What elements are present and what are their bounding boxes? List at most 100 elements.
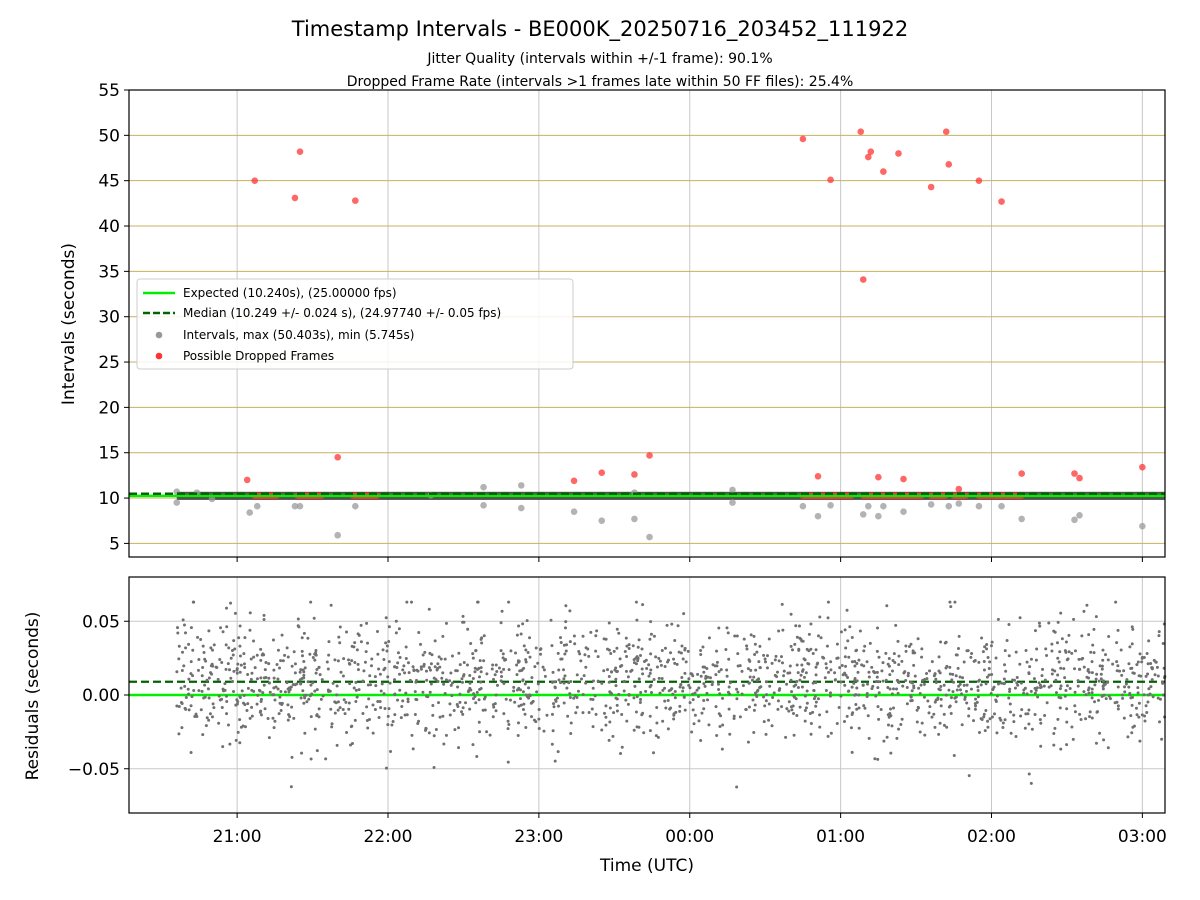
- residual-point: [258, 710, 262, 714]
- residual-point: [522, 702, 526, 706]
- residual-point: [919, 683, 923, 687]
- residual-point: [552, 705, 556, 709]
- residual-point: [393, 713, 397, 717]
- residual-point: [191, 674, 195, 678]
- residual-point: [1124, 682, 1128, 686]
- dropped-frame-point: [945, 161, 953, 168]
- residual-point: [272, 726, 276, 730]
- interval-point: [1018, 515, 1025, 523]
- residual-point: [419, 665, 423, 669]
- dropped-frame-point: [251, 177, 259, 184]
- residual-point: [371, 731, 375, 735]
- residual-point: [656, 735, 660, 739]
- residual-point: [835, 642, 839, 646]
- residual-point: [235, 667, 239, 671]
- residual-point: [622, 679, 626, 683]
- residual-point: [369, 683, 373, 687]
- residual-point: [427, 666, 431, 670]
- residual-point: [1005, 638, 1009, 642]
- residual-point: [1062, 667, 1066, 671]
- residual-point: [1039, 744, 1043, 748]
- residual-point: [767, 702, 771, 706]
- residual-point: [843, 655, 847, 659]
- residual-point: [920, 721, 924, 725]
- residual-point: [638, 654, 642, 658]
- residual-point: [862, 664, 866, 668]
- residual-point: [980, 718, 984, 722]
- residual-point: [191, 600, 195, 604]
- residual-point: [716, 682, 720, 686]
- residual-point: [713, 664, 717, 668]
- residual-point: [654, 655, 658, 659]
- residual-point: [582, 674, 586, 678]
- interval-point: [900, 508, 907, 515]
- residual-point: [855, 679, 859, 683]
- residual-point: [1152, 658, 1156, 662]
- residual-point: [564, 604, 568, 608]
- residual-point: [680, 644, 684, 648]
- residual-point: [1097, 679, 1101, 683]
- residual-point: [1157, 634, 1161, 638]
- residual-point: [953, 696, 957, 700]
- residual-point: [683, 646, 687, 650]
- residual-point: [875, 649, 879, 653]
- residual-point: [581, 693, 585, 697]
- residual-point: [400, 705, 404, 709]
- residual-point: [1018, 662, 1022, 666]
- residual-point: [295, 682, 299, 686]
- residual-point: [1116, 707, 1120, 711]
- residual-point: [874, 694, 878, 698]
- residual-point: [837, 706, 841, 710]
- residual-point: [778, 687, 782, 691]
- residual-point: [825, 644, 829, 648]
- residual-point: [821, 655, 825, 659]
- residual-point: [494, 693, 498, 697]
- residual-point: [937, 732, 941, 736]
- legend-dropped-marker: [155, 352, 163, 360]
- residual-point: [638, 700, 642, 704]
- residual-point: [293, 671, 297, 675]
- residual-point: [460, 680, 464, 684]
- residual-point: [954, 700, 958, 704]
- residual-point: [366, 641, 370, 645]
- residual-point: [578, 652, 582, 656]
- residual-point: [356, 662, 360, 666]
- residual-point: [1090, 671, 1094, 675]
- residual-point: [189, 626, 193, 630]
- residual-point: [904, 649, 908, 653]
- residual-point: [750, 678, 754, 682]
- residual-point: [1013, 686, 1017, 690]
- residual-point: [1143, 714, 1147, 718]
- residual-point: [421, 690, 425, 694]
- residual-point: [962, 660, 966, 664]
- interval-point: [814, 512, 822, 520]
- residual-point: [1053, 669, 1057, 673]
- residual-point: [711, 680, 715, 684]
- interval-point: [998, 502, 1005, 510]
- residual-point: [947, 705, 951, 709]
- residual-point: [635, 695, 639, 699]
- residual-point: [805, 689, 809, 693]
- residual-point: [767, 718, 771, 722]
- residual-point: [280, 701, 284, 705]
- residual-point: [1142, 693, 1146, 697]
- residual-point: [259, 676, 263, 680]
- residual-point: [242, 701, 246, 705]
- residual-point: [948, 600, 952, 604]
- interval-point: [827, 502, 834, 509]
- residual-point: [826, 616, 830, 620]
- residual-point: [886, 723, 890, 727]
- residual-point: [267, 662, 271, 666]
- residual-point: [382, 692, 386, 696]
- residual-point: [389, 749, 393, 753]
- residual-point: [922, 695, 926, 699]
- residual-point: [1128, 645, 1132, 649]
- residual-point: [826, 734, 830, 738]
- residual-point: [192, 689, 196, 693]
- residual-point: [850, 660, 854, 664]
- residual-point: [180, 669, 184, 673]
- residual-point: [339, 670, 343, 674]
- residual-point: [342, 698, 346, 702]
- residual-point: [236, 662, 240, 666]
- residual-point: [1043, 678, 1047, 682]
